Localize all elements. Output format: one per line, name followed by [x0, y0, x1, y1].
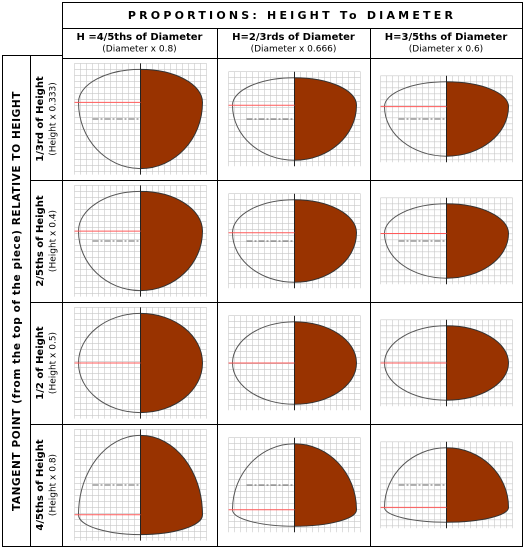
row-title: 2/5ths of Height	[35, 195, 46, 286]
row-subtitle: (Height x 0.5)	[49, 332, 59, 394]
profile-fill	[294, 77, 358, 161]
row-title: 1/3rd of Height	[35, 76, 46, 162]
profile-fill	[140, 434, 204, 536]
profile-fill	[140, 68, 204, 170]
row-title: 4/5ths of Height	[35, 439, 46, 530]
profile-fill	[294, 321, 358, 405]
row-subtitle: (Height x 0.4)	[49, 210, 59, 272]
profile-fill	[446, 81, 510, 157]
profile-fill	[140, 190, 204, 292]
profile-fill	[446, 447, 510, 523]
row-subtitle: (Height x 0.8)	[49, 454, 59, 516]
profile-fill	[446, 203, 510, 279]
profile-fill	[140, 312, 204, 414]
column-title: H =4/5ths of Diameter	[76, 32, 202, 43]
profile-fill	[294, 199, 358, 283]
title: PROPORTIONS: HEIGHT To DIAMETER	[128, 9, 456, 22]
profile-fill	[446, 325, 510, 401]
column-title: H=2/3rds of Diameter	[232, 32, 355, 43]
column-subtitle: (Diameter x 0.6)	[409, 45, 483, 55]
column-title: H=3/5ths of Diameter	[385, 32, 508, 43]
row-subtitle: (Height x 0.333)	[49, 82, 59, 156]
row-header-frame	[2, 55, 63, 547]
row-title: 1/2 of Height	[35, 326, 46, 400]
column-subtitle: (Diameter x 0.8)	[102, 45, 176, 55]
side-label: TANGENT POINT (from the top of the piece…	[11, 91, 23, 511]
outline-left	[77, 434, 141, 536]
column-subtitle: (Diameter x 0.666)	[251, 45, 337, 55]
profile-fill	[294, 443, 358, 527]
